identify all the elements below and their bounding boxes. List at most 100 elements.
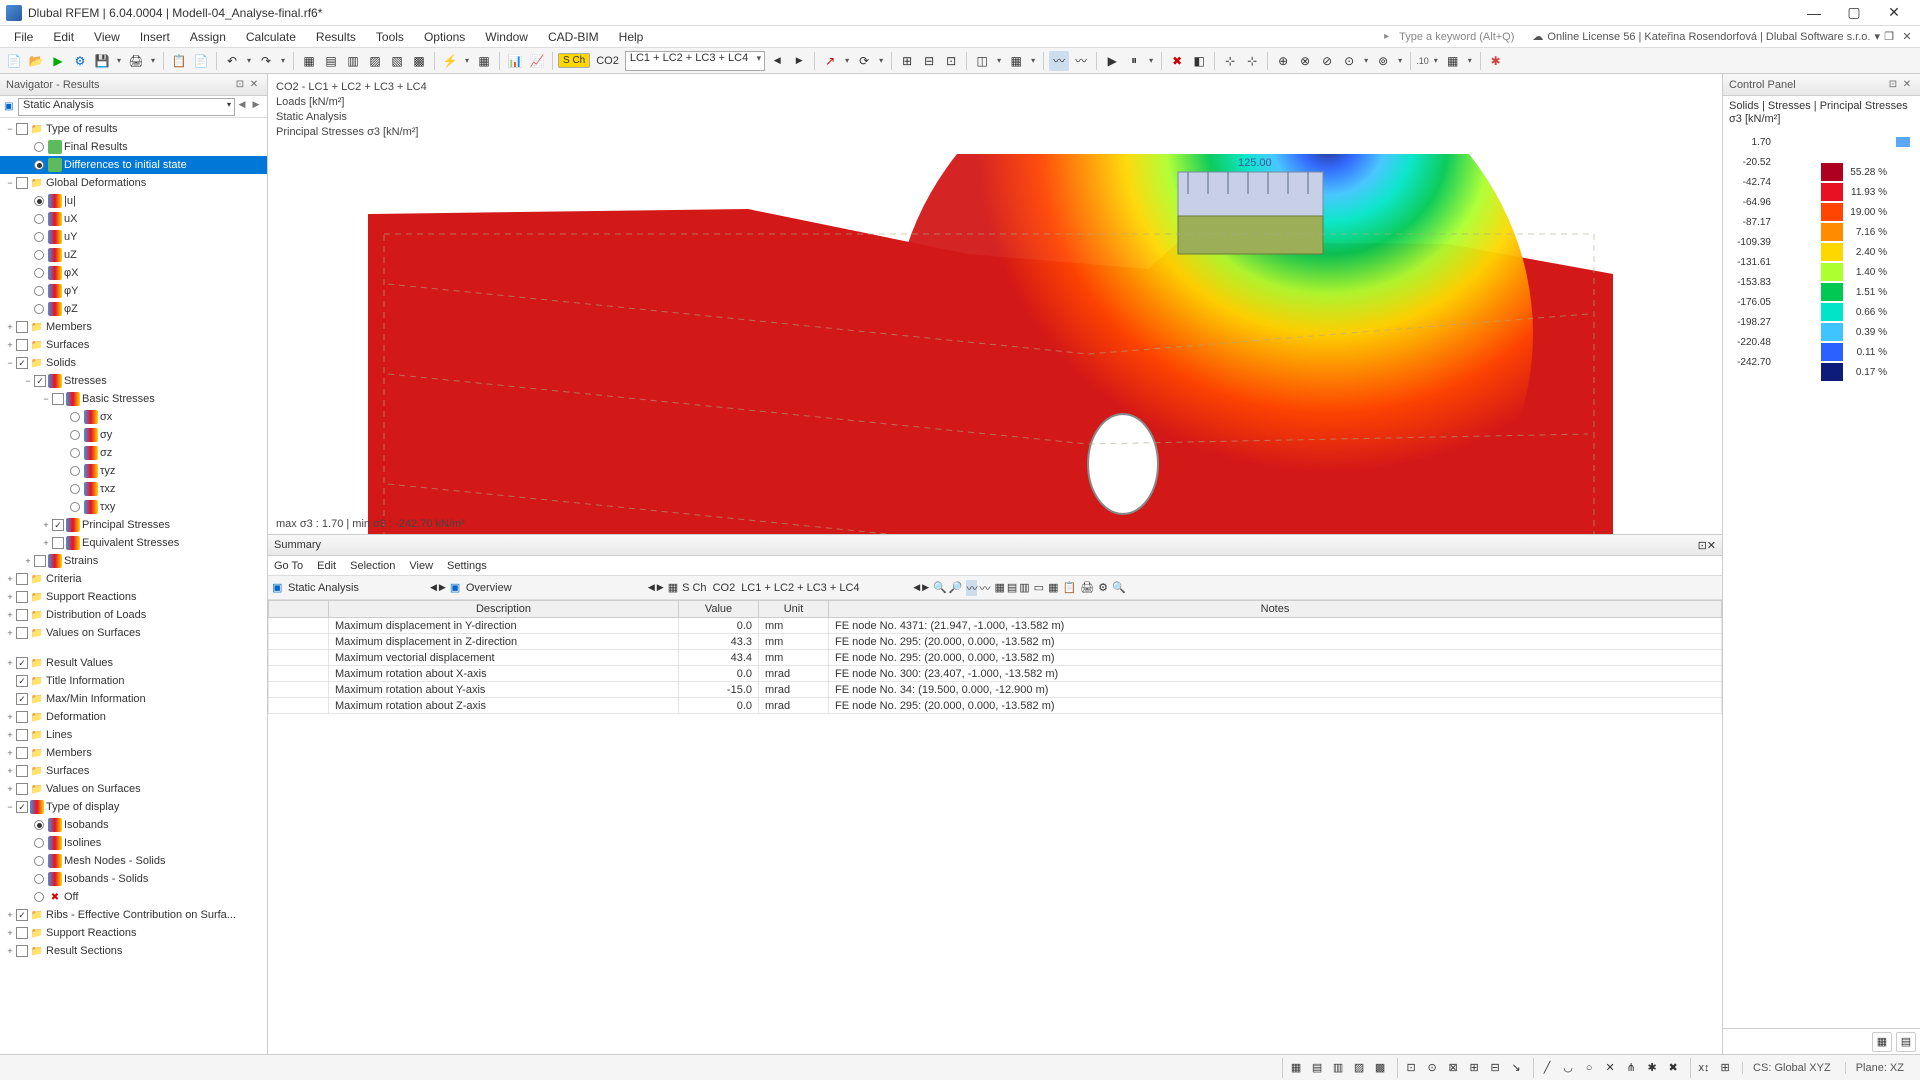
sum-prev1[interactable]: ◀ xyxy=(430,582,437,593)
menu-calculate[interactable]: Calculate xyxy=(236,28,306,46)
col-desc[interactable]: Description xyxy=(329,601,679,618)
undo-icon[interactable]: ↶ xyxy=(222,51,242,71)
exp[interactable]: + xyxy=(4,658,16,668)
sum-prev2[interactable]: ◀ xyxy=(648,582,655,593)
draw-z-icon[interactable]: ✱ xyxy=(1642,1058,1662,1078)
exp[interactable]: + xyxy=(4,928,16,938)
exp[interactable]: + xyxy=(40,538,52,548)
draw-arc-icon[interactable]: ◡ xyxy=(1558,1058,1578,1078)
view1-icon[interactable]: ▦ xyxy=(299,51,319,71)
exp[interactable]: + xyxy=(4,712,16,722)
chk[interactable] xyxy=(16,657,28,669)
tree-basic[interactable]: Basic Stresses xyxy=(82,393,155,405)
tree-lines[interactable]: Lines xyxy=(46,729,72,741)
tree-dist[interactable]: Distribution of Loads xyxy=(46,609,146,621)
tool4-icon[interactable]: 📊 xyxy=(505,51,525,71)
chk[interactable] xyxy=(16,783,28,795)
exp[interactable]: + xyxy=(4,628,16,638)
menu-cadbim[interactable]: CAD-BIM xyxy=(538,28,609,46)
exp[interactable]: − xyxy=(40,394,52,404)
radio[interactable] xyxy=(34,856,44,866)
chk[interactable] xyxy=(16,627,28,639)
g2-icon[interactable]: ⊹ xyxy=(1242,51,1262,71)
sum-menu-view[interactable]: View xyxy=(409,560,433,572)
sum-menu-settings[interactable]: Settings xyxy=(447,560,487,572)
tree-txy[interactable]: τxy xyxy=(100,501,115,513)
chk[interactable] xyxy=(16,909,28,921)
maximize-button[interactable]: ▢ xyxy=(1834,1,1874,25)
tool-icon[interactable]: 📋 xyxy=(169,51,189,71)
anim-icon[interactable]: ▶ xyxy=(1102,51,1122,71)
chk[interactable] xyxy=(16,927,28,939)
tree-vos2[interactable]: Values on Surfaces xyxy=(46,783,141,795)
sum-next3[interactable]: ▶ xyxy=(922,582,929,593)
chk[interactable] xyxy=(34,555,46,567)
sum-b10[interactable]: 📋 xyxy=(1062,581,1076,594)
tree-stresses[interactable]: Stresses xyxy=(64,375,107,387)
tree-sx[interactable]: σx xyxy=(100,411,112,423)
tree-uy[interactable]: uY xyxy=(64,231,77,243)
tree-tyz[interactable]: τxz xyxy=(100,483,115,495)
tree-support[interactable]: Support Reactions xyxy=(46,591,137,603)
radio[interactable] xyxy=(70,448,80,458)
tree-sy[interactable]: σy xyxy=(100,429,112,441)
view4-icon[interactable]: ▨ xyxy=(365,51,385,71)
grid-icon[interactable]: ▦ xyxy=(1443,51,1463,71)
tree-globaldef[interactable]: Global Deformations xyxy=(46,177,146,189)
sum-filter2[interactable]: Overview xyxy=(466,582,646,594)
tree-support2[interactable]: Support Reactions xyxy=(46,927,137,939)
mesh-dd[interactable]: ▾ xyxy=(1028,51,1038,71)
anim-dd[interactable]: ▾ xyxy=(1146,51,1156,71)
tree-diff[interactable]: Differences to initial state xyxy=(64,159,187,171)
tree-def[interactable]: Deformation xyxy=(46,711,106,723)
chk[interactable] xyxy=(52,393,64,405)
exp[interactable]: + xyxy=(4,946,16,956)
radio[interactable] xyxy=(34,892,44,902)
chk-on[interactable] xyxy=(52,519,64,531)
chk[interactable] xyxy=(16,123,28,135)
cube-icon[interactable]: ◫ xyxy=(972,51,992,71)
chk[interactable] xyxy=(16,765,28,777)
sb3[interactable]: ▥ xyxy=(1328,1058,1348,1078)
draw-x-icon[interactable]: ✕ xyxy=(1600,1058,1620,1078)
sb5[interactable]: ▩ xyxy=(1370,1058,1390,1078)
radio[interactable] xyxy=(34,820,44,830)
radio[interactable] xyxy=(34,214,44,224)
menu-results[interactable]: Results xyxy=(306,28,366,46)
grid-dd[interactable]: ▾ xyxy=(1465,51,1475,71)
radio[interactable] xyxy=(34,142,44,152)
exp[interactable]: + xyxy=(4,592,16,602)
snap-end-icon[interactable]: ⊡ xyxy=(1401,1058,1421,1078)
snap-perp-icon[interactable]: ⊞ xyxy=(1464,1058,1484,1078)
tree-final[interactable]: Final Results xyxy=(64,141,128,153)
tree-solids[interactable]: Solids xyxy=(46,357,76,369)
radio[interactable] xyxy=(34,250,44,260)
sum-b2[interactable]: 🔎 xyxy=(949,581,963,594)
tree-strains[interactable]: Strains xyxy=(64,555,98,567)
save-dropdown[interactable]: ▾ xyxy=(114,51,124,71)
radio[interactable] xyxy=(34,304,44,314)
table-row[interactable]: Maximum displacement in Y-direction0.0mm… xyxy=(269,618,1722,634)
exp[interactable]: + xyxy=(4,766,16,776)
draw-w-icon[interactable]: ✖ xyxy=(1663,1058,1683,1078)
menu-assign[interactable]: Assign xyxy=(180,28,236,46)
sum-prev3[interactable]: ◀ xyxy=(913,582,920,593)
cube-dd[interactable]: ▾ xyxy=(994,51,1004,71)
sum-b11[interactable]: 🖨 xyxy=(1080,581,1094,594)
tree-is[interactable]: Isobands - Solids xyxy=(64,873,148,885)
exp[interactable]: + xyxy=(4,730,16,740)
tree-vos[interactable]: Values on Surfaces xyxy=(46,627,141,639)
radio[interactable] xyxy=(70,466,80,476)
sum-combo[interactable]: LC1 + LC2 + LC3 + LC4 xyxy=(741,582,911,594)
sum-b3[interactable]: 〰 xyxy=(966,580,977,596)
menu-window[interactable]: Window xyxy=(475,28,538,46)
chk[interactable] xyxy=(52,537,64,549)
tree-pz[interactable]: φZ xyxy=(64,303,78,315)
sn1-icon[interactable]: ⊕ xyxy=(1273,51,1293,71)
sum-b1[interactable]: 🔍 xyxy=(933,581,947,594)
loadcase-combo[interactable]: LC1 + LC2 + LC3 + LC4 xyxy=(625,51,765,71)
tree-type-results[interactable]: Type of results xyxy=(46,123,118,135)
print-dropdown[interactable]: ▾ xyxy=(148,51,158,71)
exp[interactable]: + xyxy=(4,322,16,332)
tree-isobands[interactable]: Isobands xyxy=(64,819,109,831)
